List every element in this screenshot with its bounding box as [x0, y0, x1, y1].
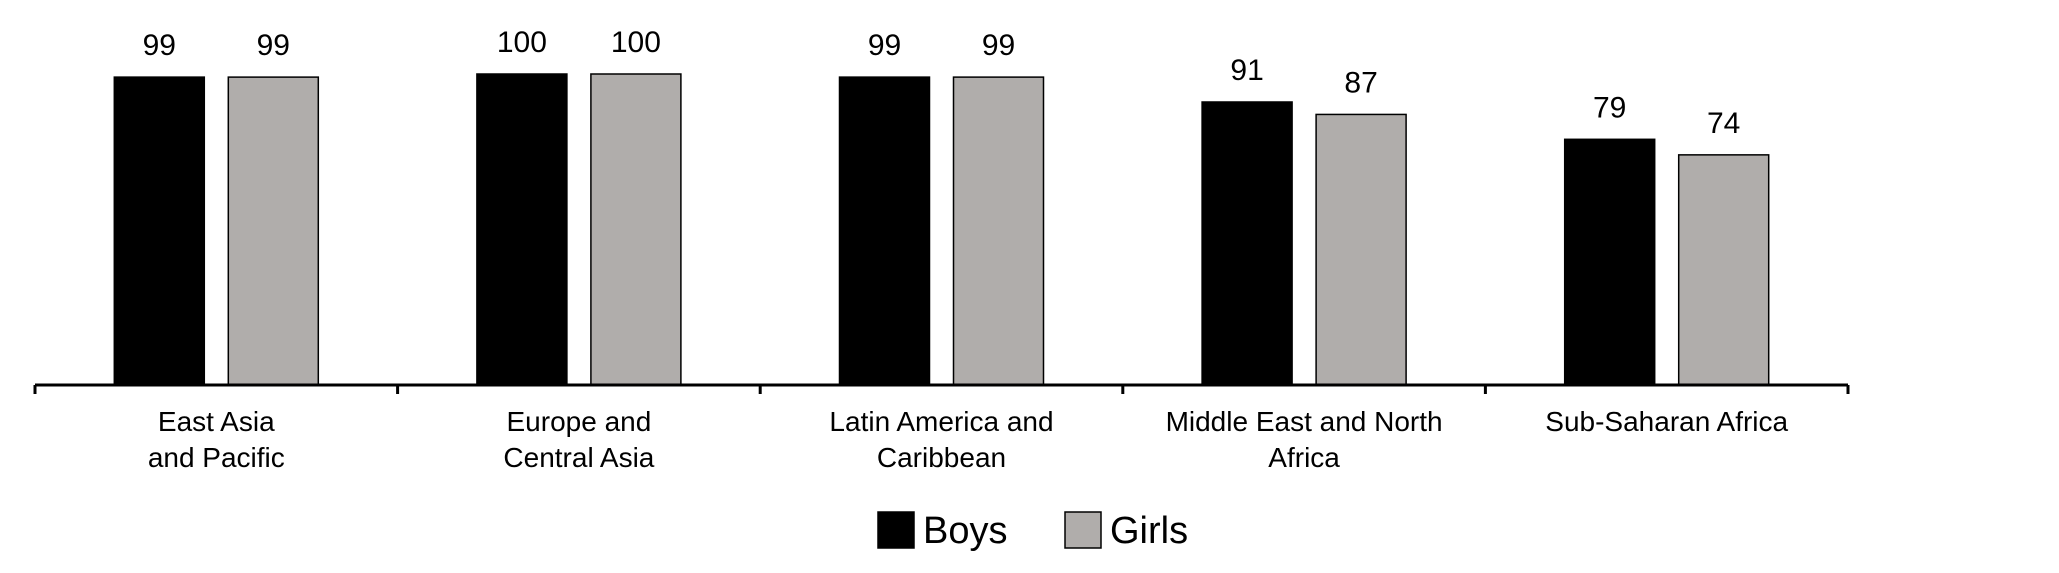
legend-swatch-boys [877, 511, 915, 549]
bar-girls [590, 73, 682, 386]
legend-label-girls: Girls [1110, 510, 1188, 552]
bars-layer [113, 73, 1770, 386]
data-label: 99 [257, 29, 290, 62]
bar-boys [1563, 138, 1656, 386]
data-label: 99 [868, 29, 901, 62]
bar-boys [1201, 101, 1293, 386]
x-axis-tick-labels: East Asia and Pacific Europe and Central As… [148, 406, 1789, 473]
data-label: 100 [497, 26, 547, 59]
data-label: 99 [143, 29, 176, 62]
data-label: 100 [611, 26, 661, 59]
value-labels-layer: 99 99 100 100 99 99 91 87 79 74 [143, 26, 1741, 140]
x-tick-label: East Asia and Pacific [148, 406, 285, 473]
x-tick-label: Middle East and North Africa [1166, 406, 1443, 473]
x-axis-ticks [33, 385, 1850, 394]
data-label: 99 [982, 29, 1015, 62]
data-label: 87 [1344, 66, 1377, 99]
x-tick-label: Sub-Saharan Africa [1545, 406, 1788, 437]
bar-girls [952, 76, 1045, 386]
legend-label-boys: Boys [923, 510, 1007, 552]
data-label: 79 [1593, 91, 1626, 124]
x-tick-label: Europe and Central Asia [503, 406, 654, 473]
legend-swatch-girls [1064, 511, 1102, 549]
data-label: 91 [1230, 54, 1263, 87]
legend: Boys Girls [877, 510, 1188, 552]
data-label: 74 [1707, 107, 1740, 140]
bar-girls [1315, 113, 1407, 386]
bar-girls [227, 76, 320, 386]
bar-girls [1677, 154, 1770, 386]
x-tick-label: Latin America and Caribbean [829, 406, 1053, 473]
bar-boys [476, 73, 568, 386]
bar-boys [113, 76, 206, 386]
bar-boys [838, 76, 931, 386]
